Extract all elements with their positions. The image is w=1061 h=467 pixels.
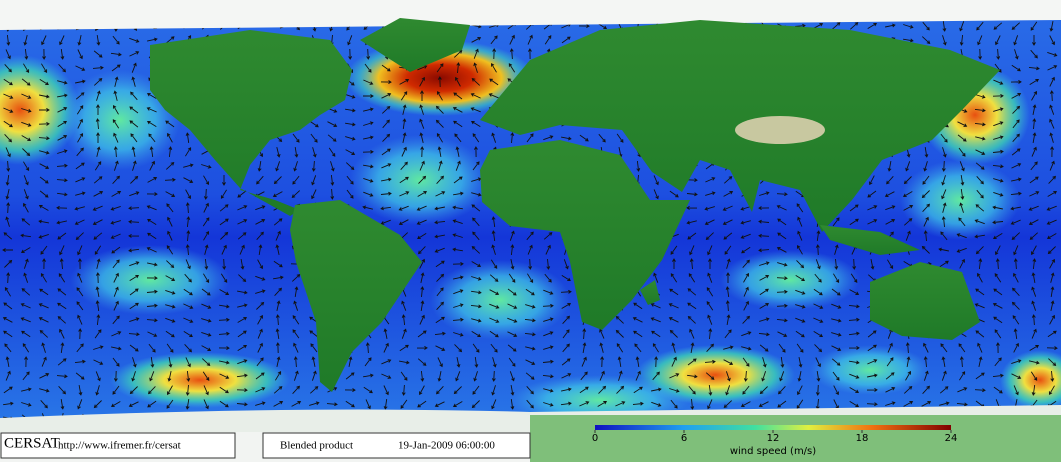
colorbar-tick-label: 0 bbox=[592, 433, 598, 444]
product: Blended product bbox=[280, 440, 353, 452]
colorbar bbox=[595, 425, 951, 430]
colorbar-tick-label: 18 bbox=[856, 433, 869, 444]
logo-box bbox=[0, 432, 236, 459]
timestamp: 19-Jan-2009 06:00:00 bbox=[398, 440, 495, 452]
logo: CERSAT bbox=[4, 435, 60, 451]
url: http://www.ifremer.fr/cersat bbox=[58, 440, 181, 452]
colorbar-tick-label: 6 bbox=[681, 433, 687, 444]
colorbar-tick-label: 12 bbox=[767, 433, 780, 444]
land bbox=[0, 0, 1061, 432]
footer: CERSAT http://www.ifremer.fr/cersat Blen… bbox=[0, 415, 1061, 462]
colorbar-label: wind speed (m/s) bbox=[730, 446, 816, 457]
colorbar-tick-label: 24 bbox=[945, 433, 958, 444]
product-box bbox=[262, 432, 531, 459]
